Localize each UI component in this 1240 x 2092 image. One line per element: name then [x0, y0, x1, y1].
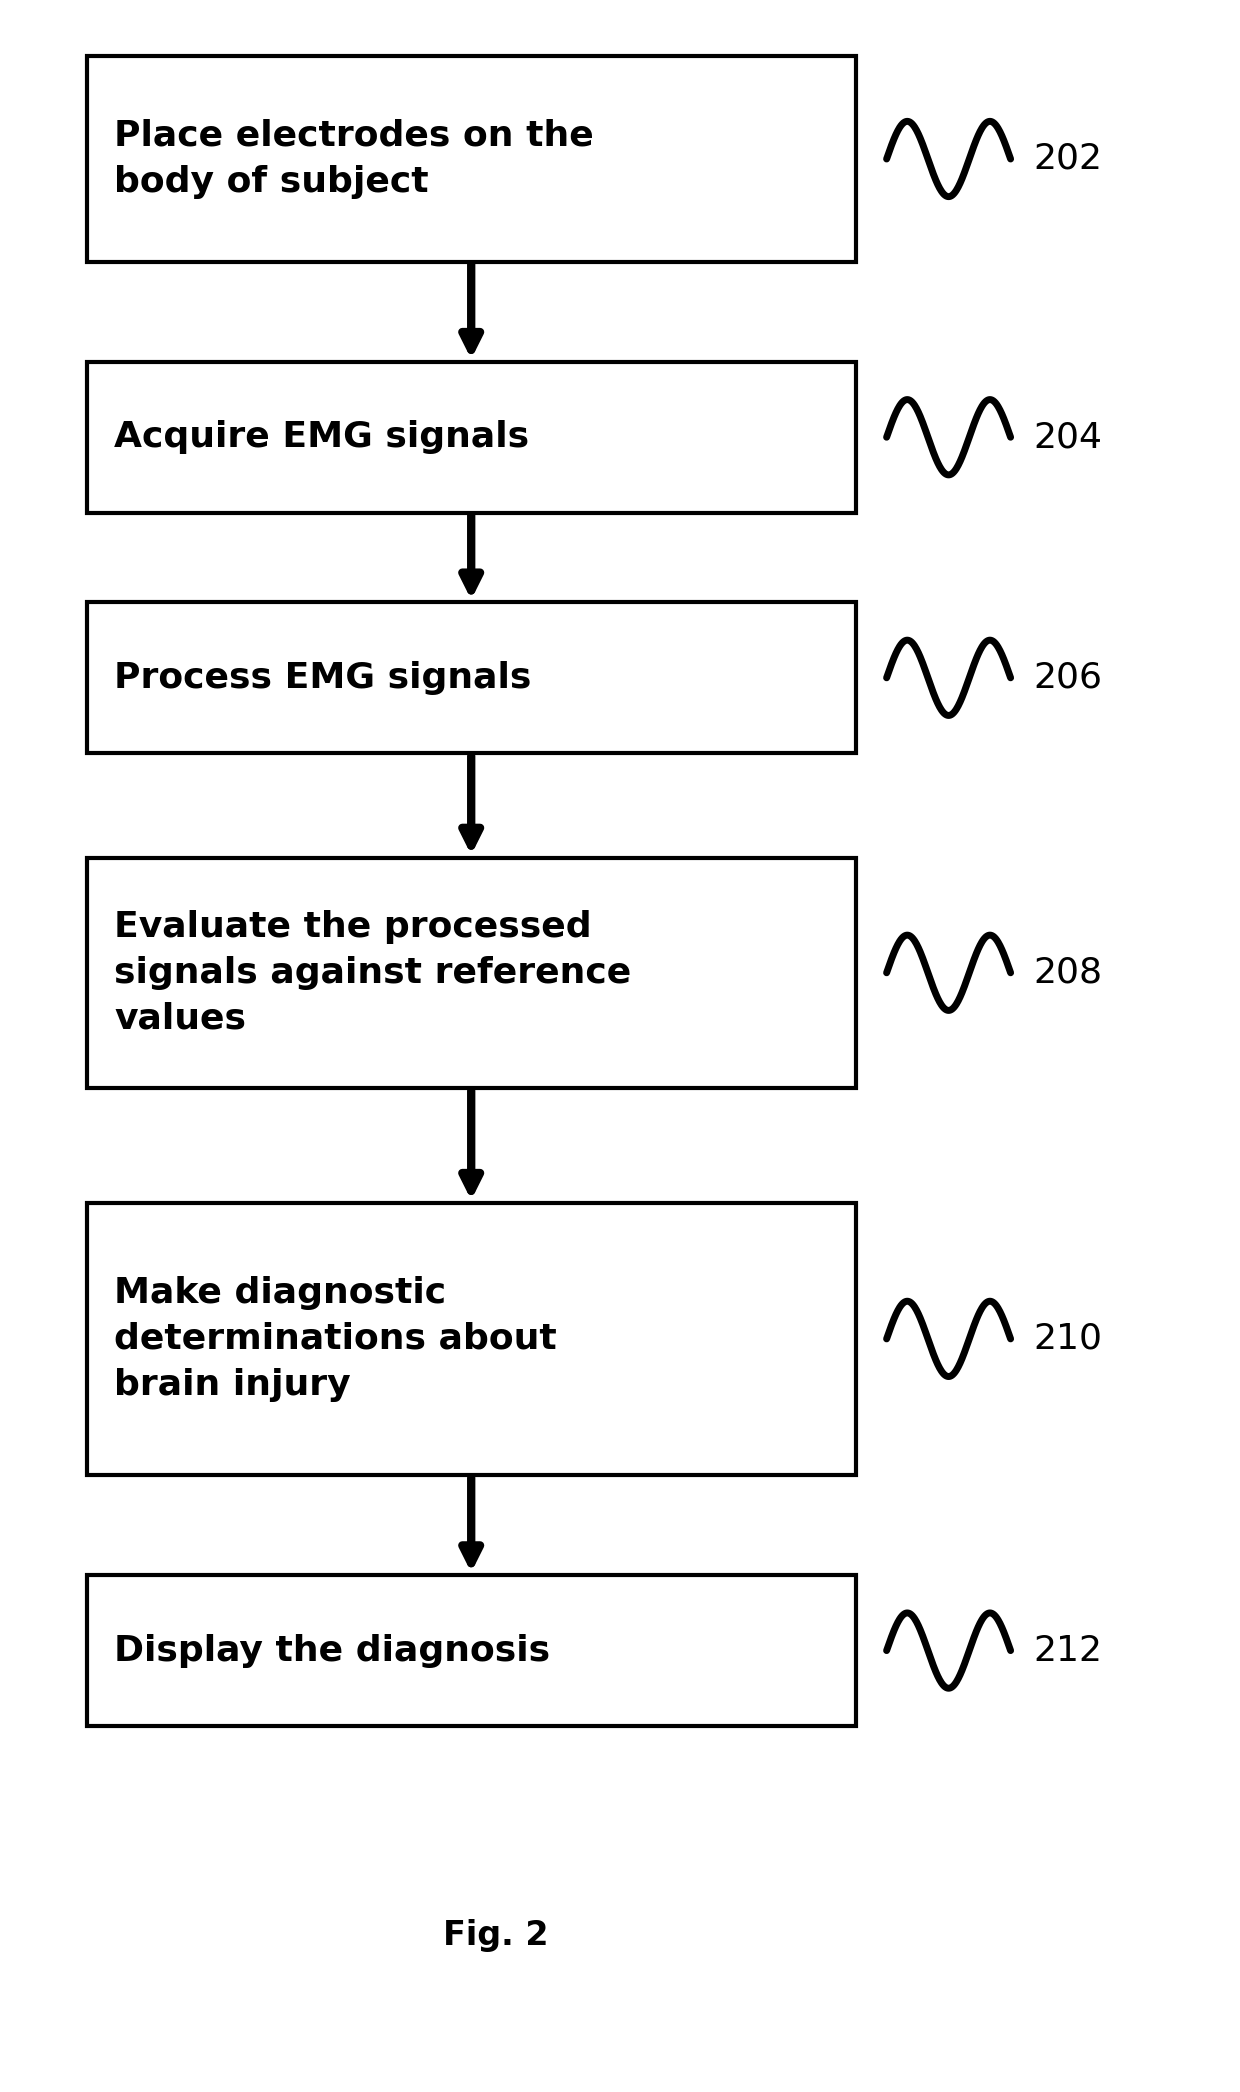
FancyBboxPatch shape	[87, 602, 856, 753]
FancyBboxPatch shape	[87, 858, 856, 1088]
FancyBboxPatch shape	[87, 362, 856, 513]
Text: 202: 202	[1033, 142, 1102, 176]
FancyBboxPatch shape	[87, 56, 856, 262]
Text: Display the diagnosis: Display the diagnosis	[114, 1634, 551, 1667]
FancyBboxPatch shape	[87, 1203, 856, 1475]
Text: Fig. 2: Fig. 2	[443, 1918, 549, 1952]
Text: Place electrodes on the
body of subject: Place electrodes on the body of subject	[114, 119, 594, 199]
Text: Process EMG signals: Process EMG signals	[114, 661, 532, 695]
FancyBboxPatch shape	[87, 1575, 856, 1726]
Text: Make diagnostic
determinations about
brain injury: Make diagnostic determinations about bra…	[114, 1276, 557, 1402]
Text: 206: 206	[1033, 661, 1102, 695]
Text: Acquire EMG signals: Acquire EMG signals	[114, 420, 529, 454]
Text: 208: 208	[1033, 956, 1102, 990]
Text: 212: 212	[1033, 1634, 1102, 1667]
Text: Evaluate the processed
signals against reference
values: Evaluate the processed signals against r…	[114, 910, 631, 1036]
Text: 210: 210	[1033, 1322, 1102, 1356]
Text: 204: 204	[1033, 420, 1102, 454]
